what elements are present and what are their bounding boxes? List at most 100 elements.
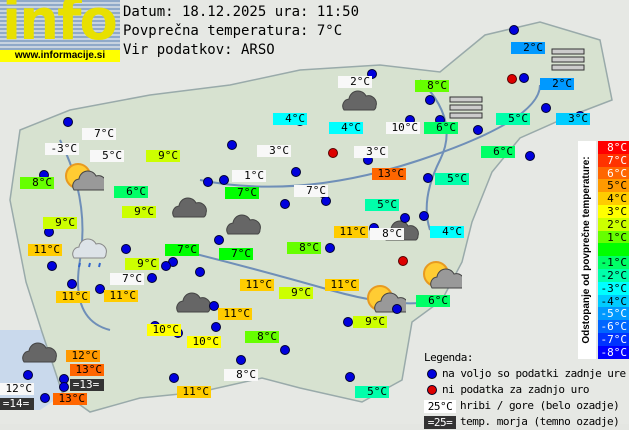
station-temperature[interactable]: 7°C [225,187,259,199]
station-temperature[interactable]: 11°C [334,226,368,238]
station-dot[interactable] [345,372,355,382]
station-temperature[interactable]: 8°C [245,331,279,343]
station-dot[interactable] [280,345,290,355]
station-temperature[interactable]: 7°C [219,248,253,260]
station-dot[interactable] [280,199,290,209]
station-dot[interactable] [236,355,246,365]
station-dot[interactable] [67,279,77,289]
station-temperature[interactable]: 6°C [481,146,515,158]
station-dot[interactable] [509,25,519,35]
station-temperature[interactable]: 9°C [279,287,313,299]
station-dot[interactable] [419,211,429,221]
station-missing-dot[interactable] [398,256,408,266]
station-temperature[interactable]: 4°C [273,113,307,125]
station-dot[interactable] [227,140,237,150]
station-temperature[interactable]: -3°C [45,143,79,155]
station-dot[interactable] [161,261,171,271]
station-temperature[interactable]: 10°C [147,324,181,336]
station-temperature[interactable]: 9°C [125,258,159,270]
station-dot[interactable] [47,261,57,271]
logo[interactable]: info www.informacije.si [0,0,120,62]
station-missing-dot[interactable] [328,148,338,158]
station-temperature[interactable]: 8°C [370,228,404,240]
station-dot[interactable] [23,370,33,380]
station-temperature[interactable]: 2°C [338,76,372,88]
station-missing-dot[interactable] [507,74,517,84]
station-temperature[interactable]: 5°C [435,173,469,185]
station-temperature[interactable]: 1°C [232,170,266,182]
station-temperature[interactable]: 5°C [496,113,530,125]
logo-url[interactable]: www.informacije.si [0,50,120,62]
station-temperature[interactable]: 13°C [53,393,87,405]
station-temperature[interactable]: 8°C [20,177,54,189]
station-dot[interactable] [203,177,213,187]
station-temperature[interactable]: 6°C [416,295,450,307]
station-dot[interactable] [343,317,353,327]
scale-step: 8°C [598,141,629,154]
station-dot[interactable] [473,125,483,135]
station-dot[interactable] [425,95,435,105]
station-dot[interactable] [367,69,377,79]
station-temperature[interactable]: 9°C [122,206,156,218]
station-temperature[interactable]: 13°C [372,168,406,180]
station-temperature[interactable]: 3°C [354,146,388,158]
station-temperature[interactable]: 12°C [0,383,34,395]
station-temperature[interactable]: 8°C [224,369,258,381]
station-temperature[interactable]: 10°C [386,122,420,134]
station-dot[interactable] [211,322,221,332]
scale-step: 3°C [598,204,629,218]
station-temperature[interactable]: 3°C [257,145,291,157]
scale-step: 7°C [598,153,629,167]
station-dot[interactable] [214,235,224,245]
station-temperature[interactable]: 8°C [415,80,449,92]
station-dot[interactable] [95,284,105,294]
station-temperature[interactable]: 4°C [329,122,363,134]
station-temperature[interactable]: 5°C [355,386,389,398]
station-dot[interactable] [195,267,205,277]
station-temperature[interactable]: 11°C [177,386,211,398]
station-temperature[interactable]: =14= [0,398,34,410]
station-dot[interactable] [121,244,131,254]
station-dot[interactable] [209,301,219,311]
station-temperature[interactable]: 11°C [104,290,138,302]
station-temperature[interactable]: 2°C [511,42,545,54]
station-temperature[interactable]: 11°C [240,279,274,291]
station-temperature[interactable]: 6°C [114,186,148,198]
station-dot[interactable] [541,103,551,113]
station-dot[interactable] [63,117,73,127]
station-dot[interactable] [423,173,433,183]
station-dot[interactable] [525,151,535,161]
station-temperature[interactable]: 8°C [287,242,321,254]
station-temperature[interactable]: 11°C [28,244,62,256]
station-temperature[interactable]: 2°C [540,78,574,90]
station-temperature[interactable]: 6°C [424,122,458,134]
station-temperature[interactable]: 7°C [110,273,144,285]
station-temperature[interactable]: 9°C [353,316,387,328]
station-dot[interactable] [59,382,69,392]
station-dot[interactable] [147,273,157,283]
station-temperature[interactable]: 3°C [556,113,590,125]
station-temperature[interactable]: 9°C [43,217,77,229]
station-temperature[interactable]: 11°C [325,279,359,291]
station-temperature[interactable]: 13°C [70,364,104,376]
station-temperature[interactable]: 9°C [146,150,180,162]
station-temperature[interactable]: 5°C [365,199,399,211]
station-temperature[interactable]: =13= [70,379,104,391]
station-temperature[interactable]: 12°C [66,350,100,362]
station-temperature[interactable]: 5°C [90,150,124,162]
station-dot[interactable] [40,393,50,403]
station-temperature[interactable]: 10°C [187,336,221,348]
station-dot[interactable] [400,213,410,223]
station-dot[interactable] [219,175,229,185]
station-temperature[interactable]: 4°C [430,226,464,238]
station-dot[interactable] [169,373,179,383]
station-temperature[interactable]: 7°C [82,128,116,140]
station-dot[interactable] [291,167,301,177]
station-temperature[interactable]: 11°C [218,308,252,320]
station-dot[interactable] [392,304,402,314]
station-temperature[interactable]: 11°C [56,291,90,303]
station-dot[interactable] [519,73,529,83]
station-temperature[interactable]: 7°C [294,185,328,197]
station-dot[interactable] [325,243,335,253]
station-temperature[interactable]: 7°C [165,244,199,256]
